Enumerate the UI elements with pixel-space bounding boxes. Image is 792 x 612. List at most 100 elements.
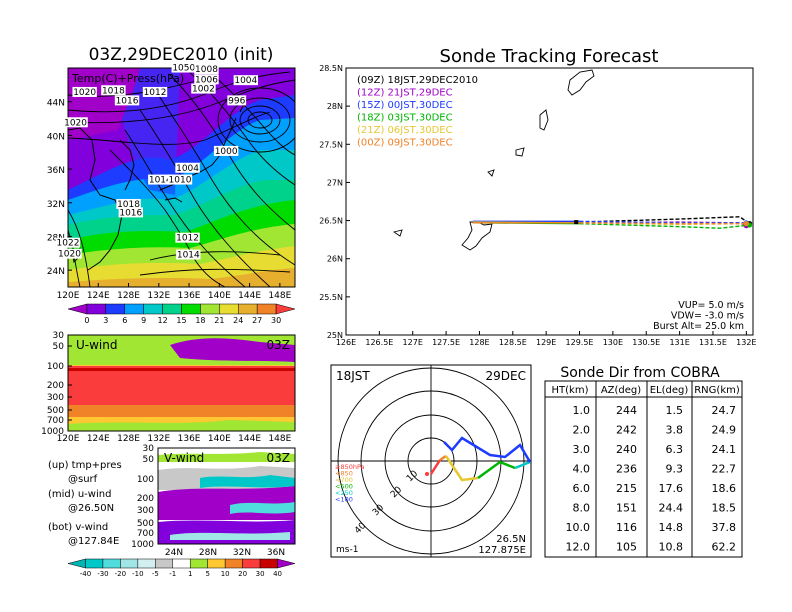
isobar-label: 1012 xyxy=(176,234,199,244)
tracking-lat-label: 27.5N xyxy=(319,140,343,149)
tracking-legend-entry: (18Z) 03JST,30DEC xyxy=(357,113,453,124)
polar-lon: 127.875E xyxy=(478,545,526,556)
tracking-lon-label: 126.5E xyxy=(365,338,393,347)
polar-date: 29DEC xyxy=(486,369,526,383)
isobar-label-bg xyxy=(101,85,126,96)
wind-colorbar-swatch xyxy=(259,558,278,569)
isobar-label: 1004 xyxy=(176,164,199,174)
uwind-lon-label: 140E xyxy=(208,434,231,444)
vwind-pressure-label: 300 xyxy=(137,506,154,516)
isobar-label-bg xyxy=(116,198,141,209)
isobar-label-bg xyxy=(142,86,168,97)
isobars xyxy=(68,68,295,287)
wind-colorbar-label: -20 xyxy=(115,570,126,578)
isobar-label: 1008 xyxy=(195,65,218,75)
cobra-cell: 12.0 xyxy=(566,541,591,554)
cobra-cell: 3.0 xyxy=(573,443,591,456)
tracking-lat-label: 26N xyxy=(327,255,343,264)
tracking-lon-label: 129E xyxy=(536,338,556,347)
map-title: 03Z,29DEC2010 (init) xyxy=(89,45,274,65)
isobar-label-bg xyxy=(213,145,239,156)
cobra-cell: 10.8 xyxy=(659,541,684,554)
isobar-label-bg xyxy=(171,62,196,73)
isobar-label-bg xyxy=(175,232,200,243)
cobra-cell: 151 xyxy=(616,502,637,515)
isobar-label-bg xyxy=(63,117,88,128)
colorbar-swatch xyxy=(275,303,296,315)
polar-level-entry: ≥850hPa xyxy=(335,463,365,471)
tracking-param: VDW= -3.0 m/s xyxy=(671,311,744,322)
cobra-cell: 242 xyxy=(616,424,637,437)
isobar-label-bg xyxy=(148,174,173,185)
isobar-label-bg xyxy=(194,64,219,75)
colorbar-swatch xyxy=(181,303,201,315)
uwind-time: 03Z xyxy=(267,338,291,352)
vwind-lat-labels: 24N 28N 32N 36N xyxy=(165,548,285,558)
cobra-cell: 24.9 xyxy=(712,424,737,437)
polar-level-entry: <250 xyxy=(335,489,353,497)
isobar-label-bg xyxy=(176,249,201,260)
sonde-track-descent xyxy=(579,222,750,229)
cobra-cell: 18.5 xyxy=(712,502,737,515)
sonde-track-descent xyxy=(579,220,747,224)
tracking-title: Sonde Tracking Forecast xyxy=(440,46,659,67)
cobra-cell: 62.2 xyxy=(712,541,737,554)
map-lon-label: 140E xyxy=(208,291,231,301)
uwind-lon-label: 120E xyxy=(57,434,80,444)
vwind-pressure-label: 700 xyxy=(137,529,154,539)
polar-lat: 26.5N xyxy=(496,534,526,545)
isobar-label: 1014 xyxy=(177,251,200,261)
tracking-legend-entry: (00Z) 09JST,30DEC xyxy=(357,138,453,149)
tracking-lon-label: 128E xyxy=(469,338,489,347)
colorbar-label: 27 xyxy=(252,316,262,325)
polar-level-entry: <100 xyxy=(335,496,353,504)
vwind-pressure-label: 1000 xyxy=(131,540,154,550)
vwind-lat-label: 24N xyxy=(165,548,183,558)
legend-line: (bot) v-wind xyxy=(48,522,108,533)
cobra-cell: 24.7 xyxy=(712,404,737,417)
cobra-cell: 215 xyxy=(616,482,637,495)
isobar-label: 1012 xyxy=(144,88,167,98)
polar-origin-marker xyxy=(425,472,429,476)
uwind-pressure-label: 1000 xyxy=(41,427,64,437)
sonde-track-descent xyxy=(579,216,751,225)
uwind-lon-label: 136E xyxy=(178,434,201,444)
wind-colorbar-swatch xyxy=(224,558,243,569)
colorbar-label: 3 xyxy=(103,316,108,325)
uwind-pressure-label: 300 xyxy=(47,393,64,403)
isobar-label-bg xyxy=(57,248,82,259)
cobra-cell: 3.8 xyxy=(666,424,684,437)
colorbar-swatch xyxy=(67,303,88,315)
colorbar-swatch xyxy=(86,303,107,315)
wind-colorbar-swatch xyxy=(85,558,104,569)
vwind-pressure-label: 500 xyxy=(137,519,154,529)
cobra-cell: 236 xyxy=(616,463,637,476)
tracking-param: Burst Alt= 25.0 km xyxy=(653,321,744,332)
tracking-lon-label: 128.5E xyxy=(499,338,527,347)
colorbar-swatch xyxy=(105,303,126,315)
colorbar-swatch xyxy=(219,303,239,315)
tracking-legend-entry: (15Z) 00JST,30DEC xyxy=(357,100,453,111)
wind-colorbar-label: 40 xyxy=(273,570,282,578)
sonde-landing-marker xyxy=(743,221,749,227)
tracking-lon-label: 129.5E xyxy=(566,338,594,347)
tracking-lat-label: 26.5N xyxy=(319,217,343,226)
cobra-cell: 14.8 xyxy=(659,521,684,534)
cobra-cell: 18.6 xyxy=(712,482,737,495)
colorbar-label: 21 xyxy=(214,316,224,325)
uwind-pressure-label: 30 xyxy=(53,331,65,341)
uwind-pressure-label: 500 xyxy=(47,406,64,416)
cobra-cell: 1.5 xyxy=(666,404,684,417)
tracking-coastline xyxy=(392,69,595,251)
cobra-table: HT(km) AZ(deg) EL(deg) RNG(km) 1.0 244 1.5 24.7… xyxy=(552,385,740,554)
map-lon-label: 132E xyxy=(147,291,170,301)
colorbar-swatch xyxy=(256,303,277,315)
colorbar-swatch xyxy=(162,303,182,315)
cobra-cell: 244 xyxy=(616,404,637,417)
polar-unit: ms-1 xyxy=(336,545,358,555)
tracking-lat-label: 25N xyxy=(327,331,343,340)
uwind-lon-label: 148E xyxy=(268,434,291,444)
tracking-legend-entry: (09Z) 18JST,29DEC2010 xyxy=(357,75,478,86)
isobar-label: 1006 xyxy=(195,75,218,85)
